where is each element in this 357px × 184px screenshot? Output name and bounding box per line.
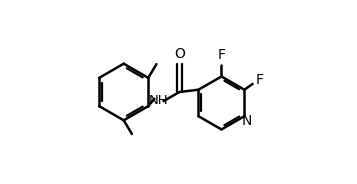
Text: F: F (217, 48, 225, 62)
Text: N: N (242, 114, 252, 128)
Text: O: O (174, 47, 185, 61)
Text: F: F (256, 73, 264, 87)
Text: NH: NH (149, 94, 168, 107)
